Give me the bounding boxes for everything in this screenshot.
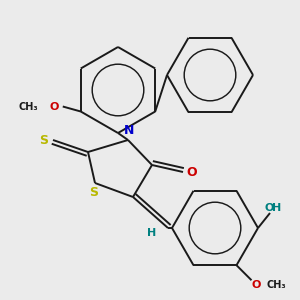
Text: O: O (264, 203, 274, 213)
Text: O: O (187, 166, 197, 178)
Text: H: H (147, 228, 157, 238)
Text: S: S (89, 185, 98, 199)
Text: CH₃: CH₃ (266, 280, 286, 290)
Text: S: S (40, 134, 49, 146)
Text: H: H (272, 203, 282, 213)
Text: O: O (252, 280, 261, 290)
Text: O: O (49, 101, 58, 112)
Text: N: N (124, 124, 134, 136)
Text: CH₃: CH₃ (18, 101, 38, 112)
